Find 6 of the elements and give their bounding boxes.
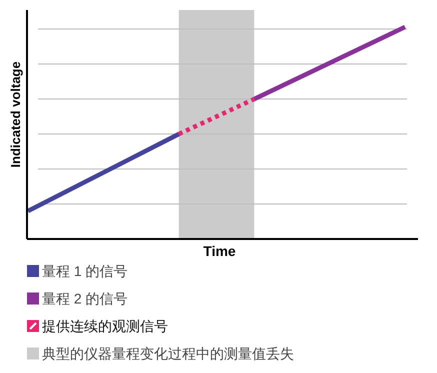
legend-label: 提供连续的观测信号 [42, 318, 168, 334]
legend-label: 量程 1 的信号 [42, 263, 128, 279]
text: 典型的仪器量程变化过程中的测量值丢失 [42, 346, 294, 362]
x-axis-title: Time [203, 243, 236, 259]
legend-label: 量程 2 的信号 [42, 290, 128, 306]
y-axis-title: Indicated voltage [8, 61, 23, 168]
